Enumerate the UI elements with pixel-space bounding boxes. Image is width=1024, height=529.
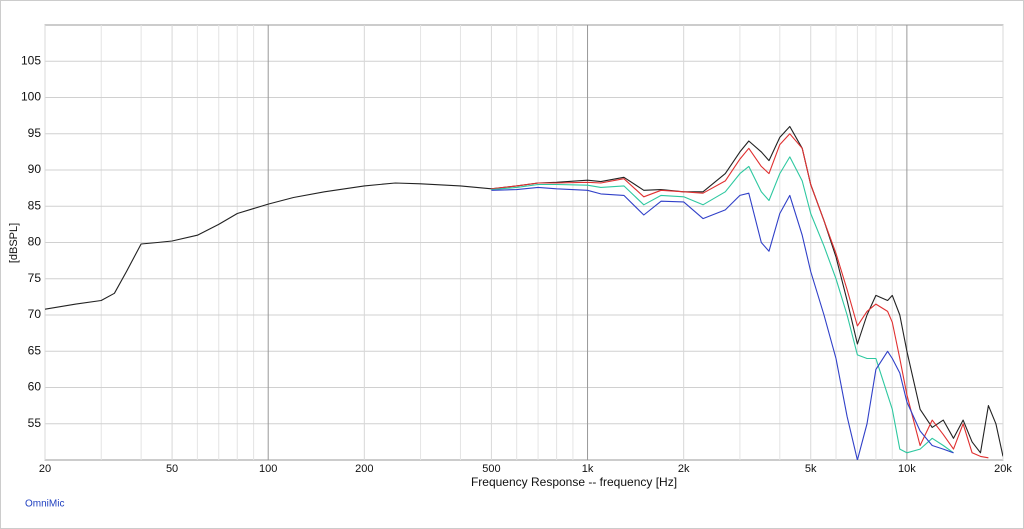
y-tick-label: 90 <box>28 162 42 176</box>
x-tick-label: 20k <box>994 463 1012 475</box>
y-tick-label: 105 <box>21 53 41 67</box>
footer: OmniMic <box>25 499 64 510</box>
series-line <box>491 133 989 459</box>
x-tick-label: 2k <box>678 463 690 475</box>
y-axis-label: [dBSPL] <box>8 223 20 263</box>
series-line <box>491 156 954 454</box>
y-tick-label: 65 <box>28 343 42 357</box>
x-tick-label: 500 <box>482 463 500 475</box>
series-line <box>45 125 1003 457</box>
x-tick-label: 200 <box>355 463 373 475</box>
x-tick-label: 100 <box>259 463 277 475</box>
x-tick-label: 10k <box>898 463 916 475</box>
y-tick-label: 95 <box>28 126 42 140</box>
x-tick-label: 1k <box>582 463 594 475</box>
x-tick-label: 50 <box>166 463 178 475</box>
x-tick-label: 5k <box>805 463 817 475</box>
y-tick-label: 85 <box>28 198 42 212</box>
y-tick-label: 80 <box>28 235 42 249</box>
grid <box>44 25 1004 460</box>
y-tick-label: 100 <box>21 90 41 104</box>
y-tick-label: 70 <box>28 307 42 321</box>
x-tick-label: 20 <box>39 463 51 475</box>
y-tick-label: 75 <box>28 271 42 285</box>
series-line <box>491 186 954 460</box>
plot-lines <box>45 125 1003 460</box>
x-axis-label: Frequency Response -- frequency [Hz] <box>471 475 677 489</box>
y-tick-label: 60 <box>28 380 42 394</box>
y-tick-label: 55 <box>28 416 42 430</box>
